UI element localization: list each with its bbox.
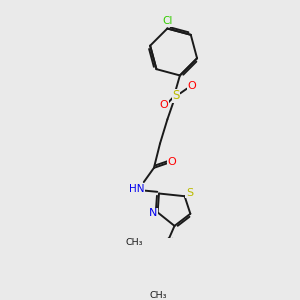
- Text: O: O: [160, 100, 168, 110]
- Text: HN: HN: [129, 184, 144, 194]
- Text: CH₃: CH₃: [126, 238, 143, 247]
- Text: CH₃: CH₃: [150, 291, 167, 300]
- Text: O: O: [188, 81, 197, 91]
- Text: O: O: [167, 157, 176, 167]
- Text: S: S: [172, 89, 179, 102]
- Text: S: S: [186, 188, 193, 198]
- Text: N: N: [149, 208, 157, 218]
- Text: Cl: Cl: [162, 16, 172, 26]
